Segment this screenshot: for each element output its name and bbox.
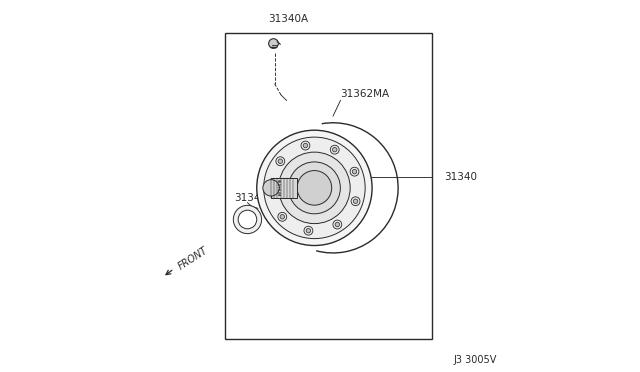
Circle shape (353, 199, 358, 203)
Circle shape (303, 143, 308, 148)
Circle shape (352, 170, 356, 174)
Circle shape (289, 162, 340, 214)
Circle shape (267, 185, 276, 194)
Circle shape (234, 205, 262, 234)
Circle shape (306, 228, 310, 233)
Circle shape (301, 141, 310, 150)
Circle shape (278, 152, 350, 224)
Circle shape (304, 226, 313, 235)
Bar (225, 33, 431, 339)
Text: 31362MA: 31362MA (340, 89, 390, 99)
Circle shape (335, 222, 340, 227)
Circle shape (330, 145, 339, 154)
Circle shape (350, 167, 359, 176)
Circle shape (269, 187, 273, 192)
Text: 31340A: 31340A (268, 14, 308, 24)
Polygon shape (271, 178, 297, 198)
Circle shape (278, 212, 287, 221)
Circle shape (257, 130, 372, 246)
Text: 31340: 31340 (445, 172, 477, 182)
Circle shape (276, 157, 285, 166)
Circle shape (297, 170, 332, 205)
Circle shape (333, 220, 342, 229)
Circle shape (351, 197, 360, 206)
Text: FRONT: FRONT (177, 245, 210, 272)
Circle shape (278, 159, 282, 163)
Circle shape (333, 147, 337, 152)
Circle shape (263, 180, 279, 196)
Circle shape (238, 210, 257, 229)
Circle shape (269, 39, 278, 48)
Circle shape (280, 215, 285, 219)
Circle shape (264, 137, 365, 238)
Text: 31344: 31344 (234, 193, 268, 203)
Text: J3 3005V: J3 3005V (453, 355, 497, 365)
